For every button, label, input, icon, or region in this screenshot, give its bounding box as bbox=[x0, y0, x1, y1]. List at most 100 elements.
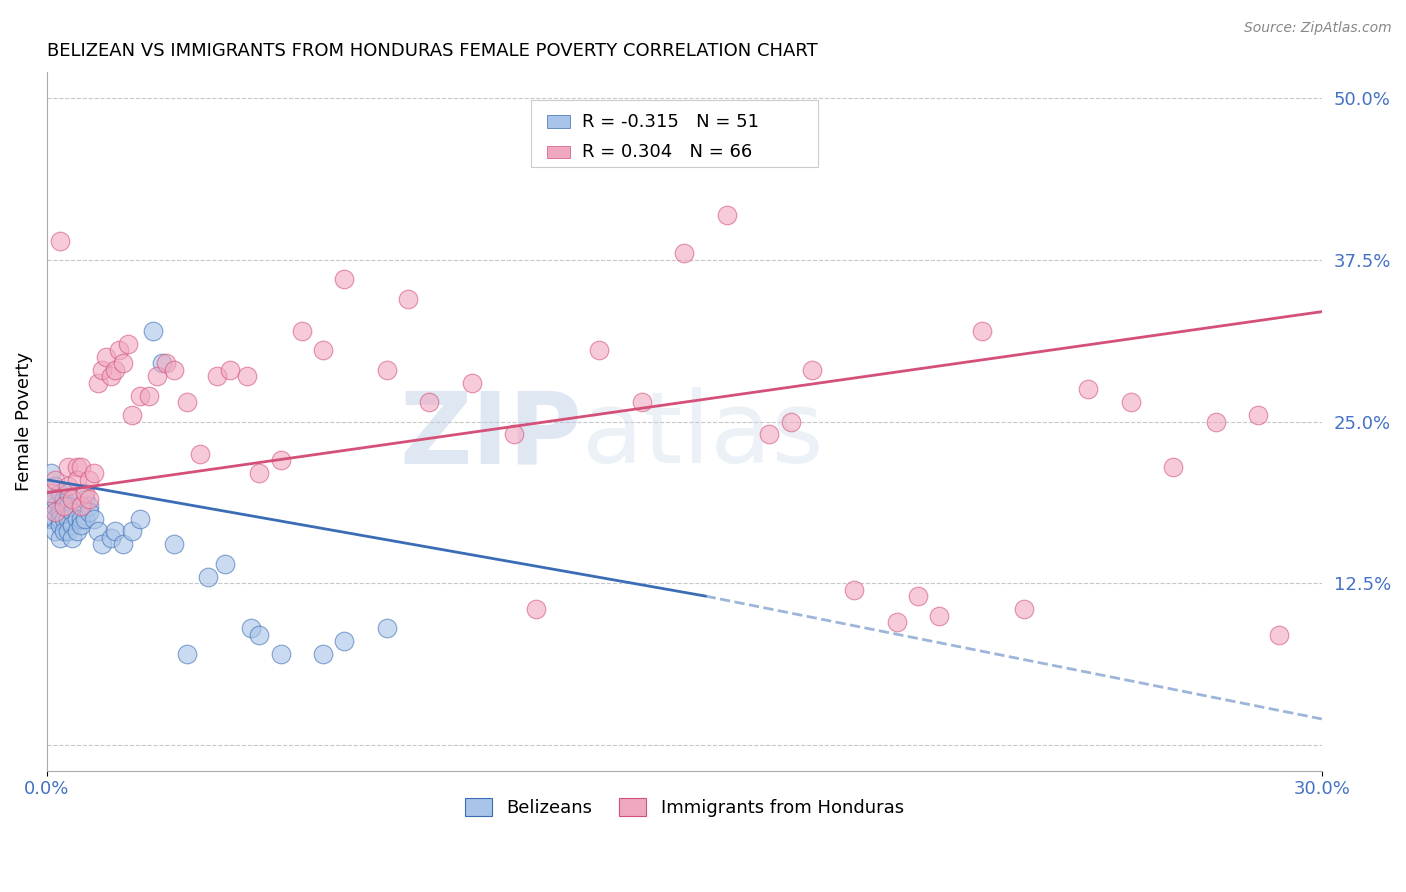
Point bbox=[48, 505, 70, 519]
Point bbox=[79, 505, 101, 519]
Text: R = 0.304   N = 66: R = 0.304 N = 66 bbox=[582, 143, 752, 161]
Point bbox=[588, 343, 610, 358]
Point bbox=[235, 369, 257, 384]
Point bbox=[66, 459, 89, 474]
Point bbox=[39, 485, 62, 500]
Point bbox=[138, 389, 160, 403]
Point bbox=[1268, 628, 1291, 642]
Point bbox=[104, 363, 127, 377]
Point bbox=[75, 492, 97, 507]
Point bbox=[188, 447, 211, 461]
Point bbox=[60, 518, 83, 533]
Point bbox=[44, 473, 66, 487]
Point bbox=[673, 246, 696, 260]
Point bbox=[375, 363, 398, 377]
Text: atlas: atlas bbox=[582, 387, 824, 484]
Text: Source: ZipAtlas.com: Source: ZipAtlas.com bbox=[1244, 21, 1392, 35]
Point bbox=[524, 602, 547, 616]
Legend: Belizeans, Immigrants from Honduras: Belizeans, Immigrants from Honduras bbox=[457, 790, 911, 824]
Point bbox=[631, 395, 654, 409]
Point bbox=[75, 511, 97, 525]
Point bbox=[546, 149, 568, 163]
Point bbox=[56, 485, 79, 500]
Point bbox=[155, 356, 177, 370]
Point bbox=[52, 499, 75, 513]
Point bbox=[79, 492, 101, 507]
Point bbox=[312, 648, 335, 662]
Point bbox=[218, 363, 240, 377]
Point bbox=[461, 376, 484, 390]
Point bbox=[60, 505, 83, 519]
Y-axis label: Female Poverty: Female Poverty bbox=[15, 352, 32, 491]
Point bbox=[56, 479, 79, 493]
Point bbox=[312, 343, 335, 358]
Point bbox=[1247, 408, 1270, 422]
Point bbox=[60, 492, 83, 507]
Point bbox=[56, 511, 79, 525]
Point bbox=[44, 492, 66, 507]
Point bbox=[970, 324, 993, 338]
Point bbox=[70, 511, 93, 525]
Point bbox=[44, 479, 66, 493]
Point bbox=[100, 531, 122, 545]
Point bbox=[44, 505, 66, 519]
Point bbox=[83, 467, 105, 481]
Point bbox=[247, 628, 270, 642]
FancyBboxPatch shape bbox=[547, 115, 569, 128]
Point bbox=[239, 622, 262, 636]
Point bbox=[844, 582, 866, 597]
Point bbox=[197, 570, 219, 584]
Point bbox=[1119, 395, 1142, 409]
Point bbox=[214, 557, 236, 571]
Text: ZIP: ZIP bbox=[399, 387, 582, 484]
Point bbox=[52, 492, 75, 507]
Point bbox=[142, 324, 165, 338]
Point bbox=[44, 524, 66, 539]
Point bbox=[121, 524, 143, 539]
Point bbox=[716, 208, 738, 222]
Point bbox=[104, 524, 127, 539]
Point bbox=[333, 272, 356, 286]
Point bbox=[163, 363, 186, 377]
Point bbox=[291, 324, 314, 338]
Point bbox=[779, 415, 801, 429]
Point bbox=[129, 389, 152, 403]
Point bbox=[418, 395, 440, 409]
Point bbox=[79, 499, 101, 513]
Point bbox=[66, 511, 89, 525]
Point bbox=[96, 350, 118, 364]
Point bbox=[39, 467, 62, 481]
FancyBboxPatch shape bbox=[547, 145, 569, 159]
Point bbox=[70, 499, 93, 513]
Point bbox=[75, 485, 97, 500]
Point bbox=[44, 499, 66, 513]
Point bbox=[1014, 602, 1036, 616]
Point bbox=[48, 518, 70, 533]
Point bbox=[66, 473, 89, 487]
Text: BELIZEAN VS IMMIGRANTS FROM HONDURAS FEMALE POVERTY CORRELATION CHART: BELIZEAN VS IMMIGRANTS FROM HONDURAS FEM… bbox=[46, 42, 818, 60]
Point bbox=[100, 369, 122, 384]
Point bbox=[79, 473, 101, 487]
Point bbox=[886, 615, 908, 629]
Point bbox=[503, 427, 526, 442]
Point bbox=[1161, 459, 1184, 474]
Point bbox=[39, 492, 62, 507]
Point bbox=[44, 511, 66, 525]
Point bbox=[396, 292, 419, 306]
Point bbox=[375, 622, 398, 636]
Point bbox=[112, 537, 135, 551]
Point bbox=[112, 356, 135, 370]
Point bbox=[129, 511, 152, 525]
Point bbox=[176, 395, 198, 409]
Point bbox=[1205, 415, 1227, 429]
Point bbox=[108, 343, 131, 358]
Point bbox=[52, 511, 75, 525]
Point bbox=[907, 589, 929, 603]
Point bbox=[150, 356, 173, 370]
Point bbox=[1077, 382, 1099, 396]
Point bbox=[270, 648, 292, 662]
FancyBboxPatch shape bbox=[531, 101, 818, 167]
Point bbox=[117, 337, 139, 351]
Point bbox=[176, 648, 198, 662]
Point bbox=[146, 369, 169, 384]
